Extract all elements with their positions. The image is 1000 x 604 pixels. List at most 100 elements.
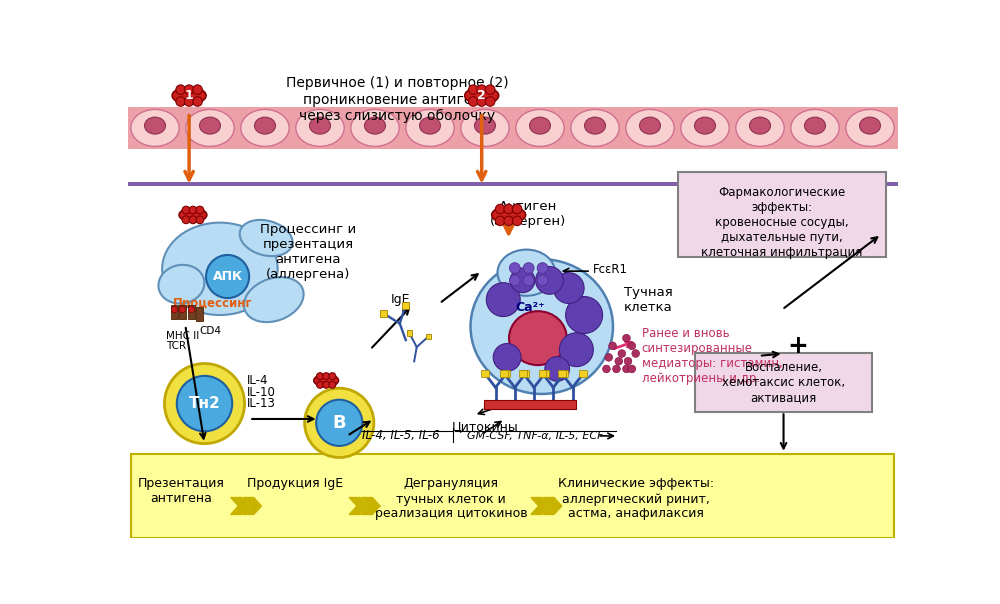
Ellipse shape <box>681 109 729 146</box>
Ellipse shape <box>296 109 344 146</box>
Ellipse shape <box>640 117 660 134</box>
Circle shape <box>536 266 563 294</box>
Circle shape <box>624 358 632 365</box>
Circle shape <box>329 373 336 380</box>
Circle shape <box>628 365 636 373</box>
Polygon shape <box>243 498 261 515</box>
Circle shape <box>164 364 245 443</box>
Polygon shape <box>362 498 380 515</box>
Bar <box>407 330 412 336</box>
Text: Фармакологические
эффекты:
кровеносные сосуды,
дыхательные пути,
клеточная инфил: Фармакологические эффекты: кровеносные с… <box>701 187 863 260</box>
Ellipse shape <box>162 223 278 315</box>
Ellipse shape <box>509 311 567 365</box>
Text: Тн2: Тн2 <box>189 396 220 411</box>
Ellipse shape <box>200 117 220 134</box>
Ellipse shape <box>314 374 338 387</box>
Bar <box>500 370 508 378</box>
Ellipse shape <box>145 117 165 134</box>
Bar <box>128 107 898 149</box>
Circle shape <box>618 350 626 358</box>
Circle shape <box>553 272 584 303</box>
Circle shape <box>317 373 323 380</box>
Text: Ранее и вновь
синтезированные
медиаторы: гистамин,
лейкотриены и др.: Ранее и вновь синтезированные медиаторы:… <box>642 327 783 385</box>
Circle shape <box>468 85 478 94</box>
Text: Дегрануляция
тучных клеток и
реализация цитокинов: Дегрануляция тучных клеток и реализация … <box>375 478 527 521</box>
Circle shape <box>632 350 640 358</box>
Text: Ca²⁺: Ca²⁺ <box>515 301 545 314</box>
Circle shape <box>184 97 194 106</box>
Polygon shape <box>349 498 368 515</box>
Circle shape <box>486 283 520 316</box>
Text: IL-4: IL-4 <box>247 374 268 387</box>
Circle shape <box>477 85 486 94</box>
Ellipse shape <box>255 117 275 134</box>
Circle shape <box>193 97 202 106</box>
Text: IL-13: IL-13 <box>247 397 276 410</box>
Circle shape <box>545 356 569 381</box>
Circle shape <box>196 216 204 223</box>
Bar <box>179 305 186 319</box>
Text: АПК: АПК <box>213 270 243 283</box>
Circle shape <box>182 216 190 223</box>
Circle shape <box>523 275 534 286</box>
Ellipse shape <box>475 117 495 134</box>
Circle shape <box>509 263 520 274</box>
Circle shape <box>323 381 330 388</box>
Ellipse shape <box>351 109 399 146</box>
Circle shape <box>509 275 520 286</box>
Circle shape <box>189 206 197 214</box>
Bar <box>522 370 529 378</box>
Ellipse shape <box>420 117 440 134</box>
Ellipse shape <box>461 109 509 146</box>
Bar <box>426 334 431 339</box>
Circle shape <box>323 373 330 380</box>
Circle shape <box>504 216 513 226</box>
Circle shape <box>566 297 603 333</box>
Circle shape <box>510 268 535 293</box>
Text: GM-CSF, TNF-α, IL-5, ECF: GM-CSF, TNF-α, IL-5, ECF <box>467 431 604 441</box>
Ellipse shape <box>310 117 330 134</box>
Bar <box>380 310 387 316</box>
Circle shape <box>176 97 185 106</box>
Ellipse shape <box>695 117 715 134</box>
Polygon shape <box>231 498 249 515</box>
Text: TCR: TCR <box>166 341 186 351</box>
Bar <box>519 370 527 378</box>
Text: 2: 2 <box>477 89 486 102</box>
Circle shape <box>512 216 522 226</box>
Circle shape <box>329 381 336 388</box>
Ellipse shape <box>131 109 179 146</box>
Ellipse shape <box>497 249 555 296</box>
Ellipse shape <box>186 109 234 146</box>
Ellipse shape <box>860 117 880 134</box>
Circle shape <box>179 307 185 313</box>
Ellipse shape <box>805 117 825 134</box>
Ellipse shape <box>791 109 839 146</box>
Circle shape <box>495 204 505 214</box>
Circle shape <box>196 206 204 214</box>
Circle shape <box>628 342 636 350</box>
Ellipse shape <box>465 87 499 104</box>
Circle shape <box>605 353 613 361</box>
Ellipse shape <box>406 109 454 146</box>
Circle shape <box>495 216 505 226</box>
Circle shape <box>537 275 548 286</box>
Circle shape <box>182 206 190 214</box>
Text: Процессинг: Процессинг <box>172 297 252 310</box>
Ellipse shape <box>846 109 894 146</box>
Polygon shape <box>531 498 549 515</box>
Ellipse shape <box>585 117 605 134</box>
Ellipse shape <box>158 265 204 304</box>
Circle shape <box>305 388 374 457</box>
Text: Клинические эффекты:
аллергический ринит,
астма, анафилаксия: Клинические эффекты: аллергический ринит… <box>558 478 714 521</box>
Circle shape <box>615 358 623 365</box>
Bar <box>128 182 898 187</box>
Bar <box>188 305 195 319</box>
Circle shape <box>609 342 616 350</box>
Text: IgE: IgE <box>391 293 411 306</box>
Ellipse shape <box>240 220 293 256</box>
Bar <box>402 302 409 309</box>
Text: IL-4, IL-5, IL-6: IL-4, IL-5, IL-6 <box>362 429 440 442</box>
Ellipse shape <box>516 109 564 146</box>
Ellipse shape <box>571 109 619 146</box>
